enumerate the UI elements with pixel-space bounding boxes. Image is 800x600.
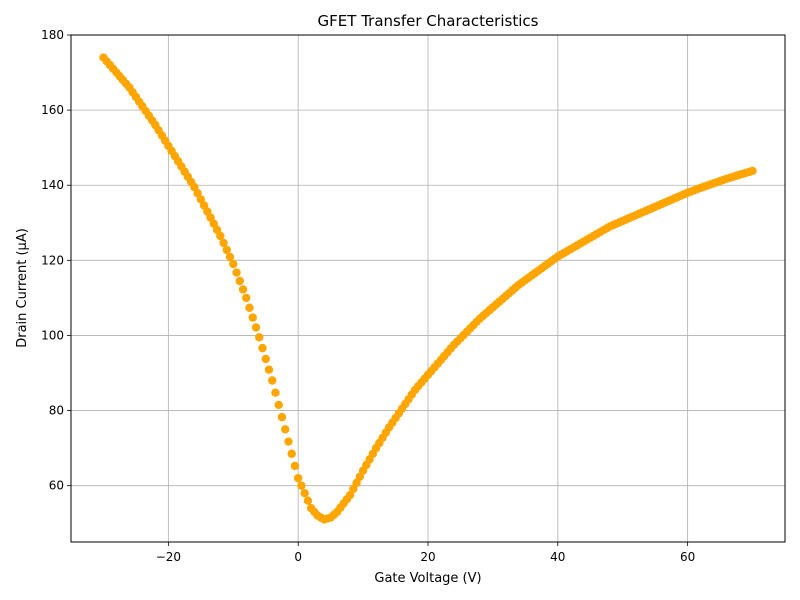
x-tick-label: −20	[156, 550, 181, 564]
data-point	[235, 276, 244, 286]
data-point	[216, 231, 225, 241]
data-point	[300, 488, 309, 498]
data-point	[290, 461, 300, 471]
data-point	[748, 166, 757, 176]
data-point	[248, 313, 257, 322]
data-point	[255, 333, 264, 342]
data-point	[264, 365, 274, 374]
data-point	[222, 245, 231, 255]
data-point	[242, 293, 251, 303]
y-tick-label: 120	[41, 253, 64, 267]
data-point	[274, 400, 283, 410]
data-point	[297, 481, 306, 490]
data-point	[287, 449, 296, 458]
x-tick-label: 20	[420, 550, 435, 564]
y-tick-label: 160	[41, 103, 64, 117]
data-point	[229, 259, 238, 269]
data-point	[219, 238, 228, 248]
data-point	[232, 268, 241, 277]
x-axis-label: Gate Voltage (V)	[374, 571, 481, 586]
ticks: −20 0 20 40 60 60 80 100 120 140 160 180	[41, 28, 695, 564]
y-tick-label: 60	[49, 479, 64, 493]
data-point	[284, 437, 293, 446]
data-point	[225, 252, 235, 262]
y-axis-label: Drain Current (μA)	[15, 228, 30, 348]
data-point	[271, 388, 280, 397]
chart-title: GFET Transfer Characteristics	[318, 12, 539, 30]
y-tick-label: 100	[41, 328, 64, 342]
data-point	[251, 323, 261, 332]
data-point	[245, 303, 254, 312]
data-point	[293, 473, 303, 483]
data-point	[281, 425, 290, 434]
data-point	[258, 343, 267, 353]
x-tick-label: 0	[294, 550, 302, 564]
data-points	[99, 53, 757, 524]
y-tick-label: 80	[49, 404, 64, 418]
x-tick-label: 60	[680, 550, 695, 564]
data-point	[277, 412, 287, 422]
data-point	[238, 285, 248, 294]
y-tick-label: 180	[41, 28, 64, 42]
data-point	[303, 496, 313, 505]
y-tick-label: 140	[41, 178, 64, 192]
data-point	[268, 376, 277, 385]
data-point	[261, 354, 270, 364]
x-tick-label: 40	[550, 550, 565, 564]
